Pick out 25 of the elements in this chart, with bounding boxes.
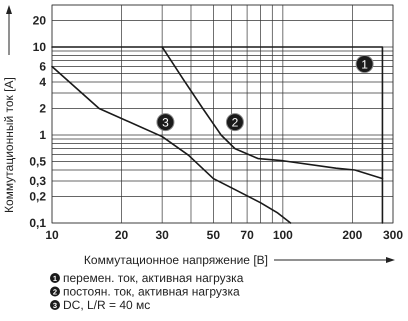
x-axis-title: Коммутационное напряжение [В]	[84, 253, 268, 267]
y-tick-label: 0,3	[29, 174, 46, 188]
y-tick-label: 0,5	[29, 154, 46, 168]
x-tick-label: 200	[342, 228, 363, 242]
y-tick-label: 10	[32, 40, 46, 54]
legend-label: перемен. ток, активная нагрузка	[63, 271, 244, 285]
annotation: 1	[361, 58, 368, 72]
x-tick-label: 50	[206, 228, 220, 242]
x-tick-label: 100	[272, 228, 294, 242]
x-tick-label: 30	[155, 228, 170, 242]
x-tick-label: 20	[114, 228, 128, 242]
y-tick-label: 0,2	[29, 190, 46, 204]
annotation: 3	[162, 116, 170, 130]
y-tick-label: 6	[39, 60, 46, 74]
y-tick-label: 2	[39, 102, 46, 116]
legend-label: постоян. ток, активная нагрузка	[63, 284, 240, 298]
y-tick-label: 20	[32, 13, 46, 28]
x-tick-label: 70	[240, 228, 254, 242]
y-tick-label: 4	[39, 75, 46, 90]
y-tick-label: 1	[39, 128, 46, 142]
y-tick-label: 0,1	[29, 216, 46, 230]
legend-label: DC, L/R = 40 мс	[63, 298, 150, 312]
y-axis-title: Коммутационный ток [A]	[2, 77, 16, 213]
annotation: 2	[232, 116, 239, 130]
x-tick-label: 300	[382, 228, 404, 242]
